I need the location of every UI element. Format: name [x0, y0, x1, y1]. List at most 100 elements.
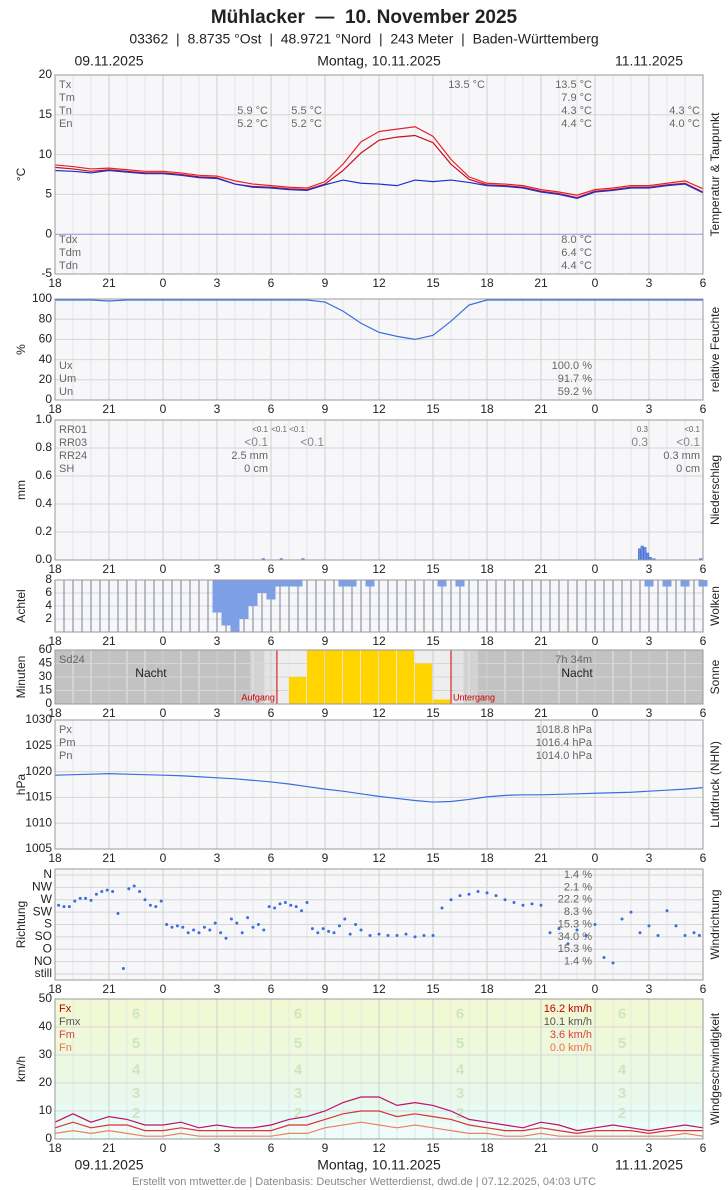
y-tick-label: 60	[39, 332, 53, 346]
x-tick-label: 6	[268, 562, 275, 576]
point	[116, 912, 120, 916]
point	[202, 925, 206, 929]
bar	[361, 650, 379, 704]
x-tick-label: 6	[268, 982, 275, 996]
y-tick-label: 100	[32, 291, 52, 305]
y-tick-label: still	[35, 966, 52, 980]
cloud-gap	[662, 580, 672, 587]
y-tick-label: 20	[39, 1075, 53, 1089]
bar	[289, 677, 307, 704]
x-tick-label: 6	[700, 851, 707, 865]
panel-title: Windrichtung	[708, 889, 722, 959]
y-tick-label: 15	[39, 683, 53, 697]
x-tick-label: 18	[480, 634, 494, 648]
x-tick-label: 15	[426, 562, 440, 576]
cloud-gap	[212, 580, 222, 613]
y-tick-label: N	[43, 867, 52, 881]
x-tick-label: 15	[426, 706, 440, 720]
stat-value: 4.4 °C	[561, 118, 592, 130]
y-axis-label: Minuten	[14, 656, 28, 699]
y-tick-label: 0	[45, 1131, 52, 1145]
point	[240, 931, 244, 935]
stat-value: 10.1 km/h	[544, 1016, 592, 1028]
point	[386, 933, 390, 937]
plot-border	[54, 298, 704, 401]
cloud-gap	[680, 580, 690, 587]
cloud-gap	[239, 580, 249, 619]
panel-title: Sonne	[708, 659, 722, 694]
point	[186, 931, 190, 935]
beaufort-label: 5	[618, 1035, 626, 1052]
date-center: Montag, 10.11.2025	[317, 53, 441, 69]
x-tick-label: 12	[372, 706, 386, 720]
x-tick-label: 3	[646, 402, 653, 416]
x-tick-label: 21	[102, 1141, 116, 1155]
y-tick-label: 50	[39, 991, 53, 1005]
x-tick-label: 12	[372, 851, 386, 865]
plot-border	[54, 74, 704, 275]
x-tick-label: 15	[426, 1141, 440, 1155]
point	[440, 906, 444, 910]
y-tick-label: 60	[39, 642, 53, 656]
cloud-gap	[266, 580, 276, 600]
point	[246, 916, 250, 920]
x-tick-label: 3	[214, 982, 221, 996]
stat-value: 4.3 °C	[669, 105, 700, 117]
x-tick-label: 3	[646, 706, 653, 720]
y-tick-label: 1005	[25, 841, 52, 855]
x-tick-label: 21	[534, 706, 548, 720]
point	[620, 917, 624, 921]
x-tick-label: 18	[48, 634, 62, 648]
point	[267, 905, 271, 909]
beaufort-label: 6	[132, 1005, 140, 1022]
x-tick-label: 3	[646, 562, 653, 576]
x-tick-label: 6	[700, 706, 707, 720]
x-tick-label: 9	[322, 706, 329, 720]
x-tick-label: 3	[646, 634, 653, 648]
plot-border	[54, 579, 704, 633]
point	[121, 966, 125, 970]
stat-value: 0.3 mm	[663, 450, 700, 462]
point	[316, 931, 320, 935]
x-tick-label: 3	[214, 851, 221, 865]
point	[67, 905, 71, 909]
stat-value: <0.1	[300, 435, 324, 449]
point	[674, 924, 678, 928]
night-label: Nacht	[561, 666, 593, 680]
cloud-gap	[644, 580, 654, 587]
x-tick-label: 15	[426, 276, 440, 290]
y-tick-label: 45	[39, 656, 53, 670]
point	[422, 933, 426, 937]
share-value: 34.0 %	[558, 931, 592, 943]
x-tick-label: 15	[426, 982, 440, 996]
date-right: 11.11.2025	[615, 53, 683, 69]
panel-title: Wolken	[708, 586, 722, 626]
beaufort-label: 6	[456, 1005, 464, 1022]
point	[683, 933, 687, 937]
point	[62, 905, 66, 909]
cloud-gap	[365, 580, 375, 587]
point	[305, 901, 309, 905]
point	[73, 899, 77, 903]
point	[138, 890, 142, 894]
stat-value: 8.0 °C	[561, 234, 592, 246]
point	[310, 927, 314, 931]
x-tick-label: 9	[322, 562, 329, 576]
stat-label: Tx	[59, 79, 72, 91]
y-tick-label: 0	[45, 392, 52, 406]
point	[413, 935, 417, 939]
stat-label: Sd24	[59, 654, 85, 666]
x-tick-label: 21	[102, 634, 116, 648]
stat-value: 5.2 °C	[291, 118, 322, 130]
x-tick-label: 18	[48, 402, 62, 416]
x-tick-label: 12	[372, 634, 386, 648]
cloud-gap	[293, 580, 303, 587]
stat-label: RR01	[59, 424, 87, 436]
share-value: 1.4 %	[564, 869, 592, 881]
point	[105, 888, 109, 892]
point	[539, 903, 543, 907]
point	[503, 898, 507, 902]
x-tick-label: 18	[48, 982, 62, 996]
point	[57, 903, 61, 907]
stat-label: Um	[59, 373, 76, 385]
